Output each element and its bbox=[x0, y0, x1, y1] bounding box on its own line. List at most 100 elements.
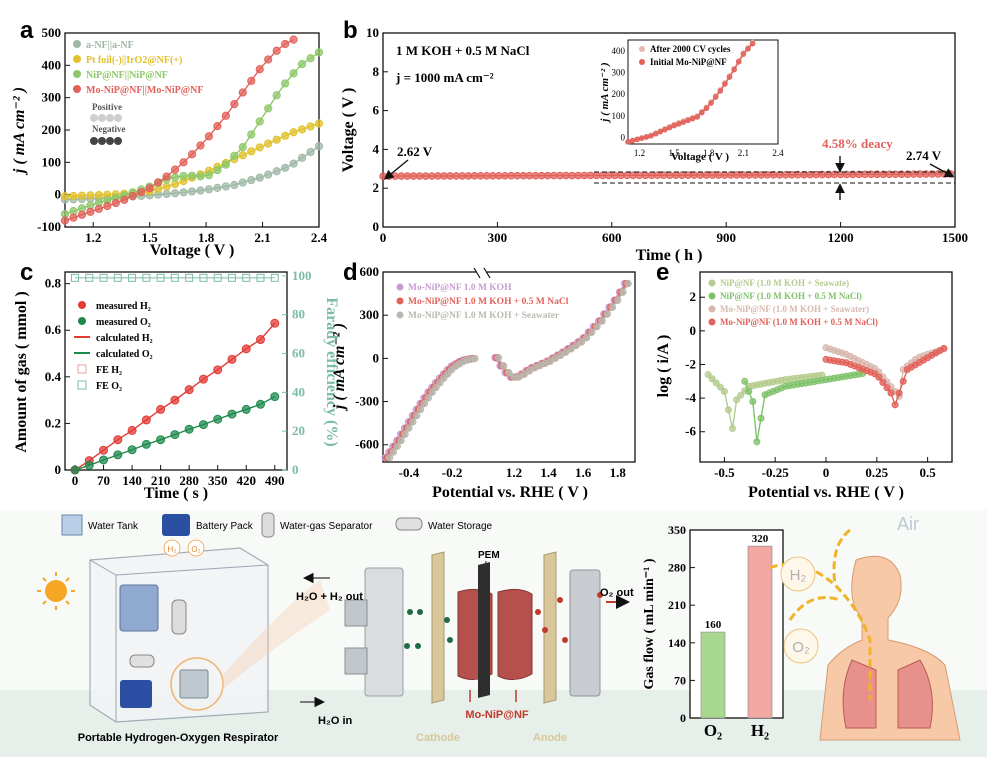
legend-water-storage: Water Storage bbox=[428, 521, 493, 532]
chart-a-series-point bbox=[170, 165, 180, 174]
cathode-plate bbox=[431, 551, 445, 704]
chart-a-series-point bbox=[238, 178, 247, 187]
y2-tick-label: 40 bbox=[292, 384, 305, 399]
water-gas-separator-icon bbox=[171, 599, 187, 635]
inset-y-tick-label: 300 bbox=[612, 68, 626, 78]
chart-a-series-point bbox=[187, 150, 197, 159]
chart-d-her-series-point bbox=[471, 354, 479, 363]
chart-b-electrolyte: 1 M KOH + 0.5 M NaCl bbox=[396, 43, 530, 58]
chart-b-end-voltage: 2.74 V bbox=[906, 148, 942, 163]
legend-label: calculated H₂ bbox=[96, 333, 153, 344]
o2-bubble-label: O₂ bbox=[191, 545, 200, 554]
chart-c-series-point bbox=[198, 374, 208, 384]
catalyst-label: Mo-NiP@NF bbox=[465, 709, 529, 721]
x-tick-label: 1500 bbox=[942, 230, 968, 245]
chart-e-series-point bbox=[708, 375, 716, 383]
chart-e-series-point bbox=[724, 406, 732, 414]
axis-break-gap bbox=[477, 262, 487, 276]
chart-a-series-point bbox=[247, 130, 256, 139]
chart-d-her-series-point bbox=[420, 399, 429, 408]
chart-a-series-point bbox=[77, 191, 87, 200]
panel-label-a: a bbox=[20, 17, 34, 44]
chart-d-her-series-point bbox=[393, 442, 401, 450]
electrolyzer-cell: H₂O + H₂ out H₂O in PEM O₂ out Mo-NiP@NF… bbox=[296, 550, 634, 744]
x-tick-label: 350 bbox=[208, 473, 228, 488]
chart-e-series-point bbox=[891, 401, 899, 409]
legend-swatch bbox=[396, 311, 404, 319]
chart-c: 0 70 140 210 280 350 420 490 0 0.2 0.4 0.6 0.8 0 20 40 6… bbox=[13, 268, 340, 502]
y2-tick-label: 80 bbox=[292, 307, 305, 322]
chart-c-series-point bbox=[127, 425, 137, 435]
h2-gas-dots bbox=[404, 609, 453, 649]
x-tick-label: 490 bbox=[265, 473, 285, 488]
chart-a-series-point bbox=[213, 183, 222, 192]
anode-plate bbox=[543, 551, 557, 704]
chart-a-series-point bbox=[69, 213, 78, 222]
chart-e-series-point bbox=[757, 414, 765, 422]
x-tick-label: 1.8 bbox=[610, 465, 627, 480]
legend-label: Mo-NiP@NF||Mo-NiP@NF bbox=[86, 85, 203, 96]
inset-legend-label: Initial Mo-NiP@NF bbox=[650, 57, 727, 67]
chart-c-series-point bbox=[156, 404, 166, 414]
chart-c-series-point bbox=[113, 435, 123, 445]
chart-d-oer-series-point bbox=[588, 328, 596, 336]
o2-bubble bbox=[187, 539, 205, 557]
chart-a-series-point bbox=[281, 79, 290, 88]
legend-label: a-NF||a-NF bbox=[86, 40, 134, 51]
chart-a-series-point bbox=[137, 187, 146, 197]
legend-swatch bbox=[396, 283, 404, 291]
chart-a-series-point bbox=[289, 35, 298, 44]
schematic-f: Water Tank Battery Pack Water-gas Separa… bbox=[0, 510, 987, 757]
chart-d-her-series-point bbox=[397, 436, 405, 445]
y-tick-label: -300 bbox=[355, 394, 379, 409]
chart-a-series-point bbox=[281, 39, 290, 49]
chart-e-series-point bbox=[753, 438, 761, 446]
chart-c-series-point bbox=[270, 318, 280, 328]
x-tick-label: 1.6 bbox=[575, 465, 592, 480]
chart-a-series-point bbox=[77, 210, 87, 219]
x-tick-label: 0 bbox=[72, 473, 79, 488]
chart-c-series-point bbox=[241, 404, 251, 414]
o2-gas-dots bbox=[535, 592, 603, 643]
legend-label: FE H₂ bbox=[96, 365, 122, 376]
chart-a-series-point bbox=[272, 91, 281, 100]
chart-c-series-point bbox=[141, 439, 151, 449]
axis-break-mark bbox=[473, 267, 491, 279]
y-tick-label: 70 bbox=[674, 673, 686, 687]
device-legend: Water Tank Battery Pack Water-gas Separa… bbox=[61, 512, 493, 538]
pem-membrane bbox=[478, 562, 490, 698]
y-tick-label: 0 bbox=[680, 711, 686, 725]
chart-e-series-point bbox=[741, 377, 749, 385]
chart-a-series-point bbox=[120, 195, 129, 204]
inset-series-point bbox=[634, 136, 641, 143]
legend-swatch bbox=[78, 301, 86, 309]
inset-series-point bbox=[629, 137, 636, 144]
legend-label: Pt foil(-)||IrO2@NF(+) bbox=[86, 55, 182, 66]
chart-a-series-line bbox=[64, 122, 320, 197]
chart-a-series-point bbox=[289, 159, 298, 168]
chart-a-series-point bbox=[272, 135, 281, 144]
x-tick-label: 600 bbox=[602, 230, 622, 245]
chart-d-her-series-point bbox=[409, 418, 417, 426]
inset-y-tick-label: 0 bbox=[621, 133, 626, 143]
chart-a-series-point bbox=[272, 167, 281, 176]
battery-pack-icon bbox=[162, 514, 190, 536]
x-tick-label: 1.2 bbox=[85, 230, 101, 245]
chart-a-series-point bbox=[297, 59, 307, 69]
chart-a-series-point bbox=[272, 46, 281, 55]
chart-c-series-point bbox=[213, 365, 223, 375]
chart-d-xlabel: Potential vs. RHE ( V ) bbox=[432, 484, 588, 501]
chart-a-series-point bbox=[196, 172, 205, 181]
chart-a-series-point bbox=[297, 153, 307, 162]
left-lung bbox=[842, 659, 877, 729]
chart-a-xlabel: Voltage ( V ) bbox=[150, 242, 235, 259]
chart-a-series-point bbox=[306, 147, 315, 157]
chart-d-oer-series-point bbox=[608, 303, 617, 311]
y-tick-label: -2 bbox=[685, 356, 696, 371]
chart-e: -0.5 -0.25 0 0.25 0.5 -6 -4 -2 0 2 Potential vs. … bbox=[655, 271, 953, 501]
chart-d-oer-series-point bbox=[562, 348, 570, 356]
y-tick-label: 0.2 bbox=[45, 415, 61, 430]
chart-a-series-point bbox=[213, 165, 222, 175]
y2-tick-label: 100 bbox=[292, 268, 312, 283]
x-tick-label: 1.4 bbox=[540, 465, 557, 480]
